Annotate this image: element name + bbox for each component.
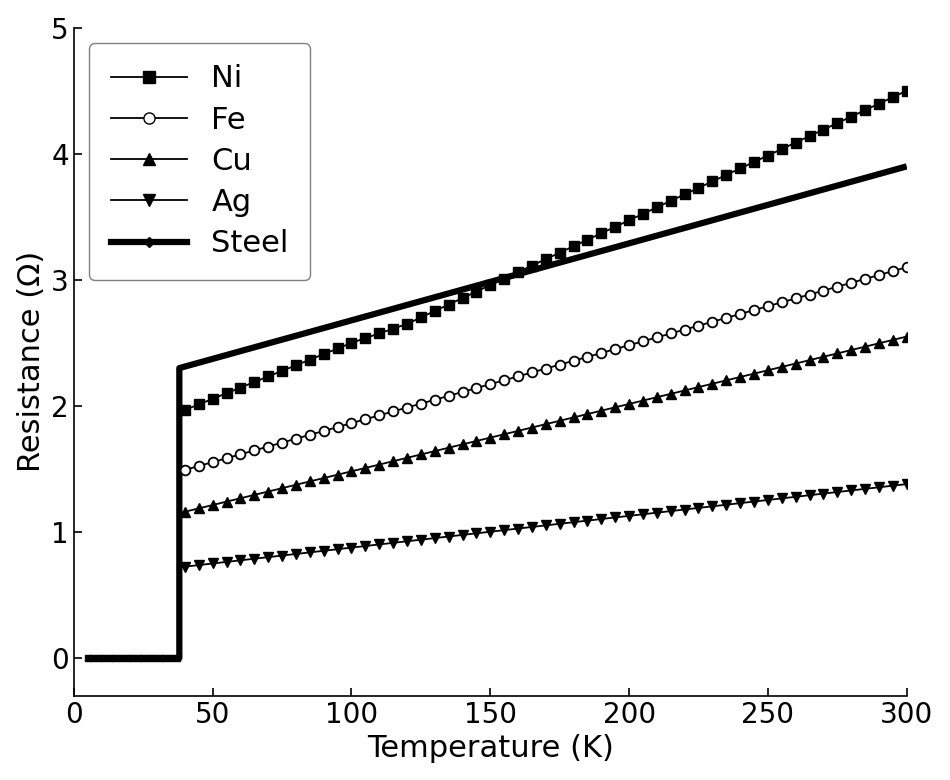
Ag (373, 540, 385, 549)
Ag (734, 498, 746, 508)
Fe (734, 310, 746, 319)
Steel (173, 654, 184, 663)
Steel (82, 654, 93, 663)
Ni (596, 229, 607, 238)
Cu (637, 396, 649, 406)
Ni (818, 125, 829, 134)
Cu (180, 507, 191, 516)
Ag (180, 562, 191, 572)
Steel (204, 355, 216, 364)
Fe (637, 337, 649, 346)
Cu (596, 406, 607, 416)
Ag (901, 480, 912, 489)
Ag (637, 509, 649, 519)
Ni (637, 209, 649, 218)
Y-axis label: Resistance (Ω): Resistance (Ω) (17, 251, 46, 473)
Fe (901, 263, 912, 272)
Steel (901, 161, 912, 171)
Ag (596, 514, 607, 523)
Ni (373, 328, 385, 338)
Cu (818, 352, 829, 361)
Ni (180, 406, 191, 415)
Ni (734, 164, 746, 173)
Line: Steel: Steel (87, 166, 906, 658)
Fe (610, 345, 621, 354)
Ag (818, 489, 829, 498)
Cu (373, 460, 385, 470)
Fe (596, 349, 607, 358)
Line: Ag: Ag (180, 479, 912, 572)
Line: Fe: Fe (180, 262, 912, 475)
Fe (818, 286, 829, 296)
Cu (901, 332, 912, 342)
Ni (610, 222, 621, 232)
Fe (180, 465, 191, 474)
Cu (734, 372, 746, 381)
X-axis label: Temperature (K): Temperature (K) (367, 734, 614, 764)
Ag (610, 512, 621, 522)
Legend: Ni, Fe, Cu, Ag, Steel: Ni, Fe, Cu, Ag, Steel (89, 43, 310, 279)
Steel (161, 654, 172, 663)
Ni (901, 86, 912, 95)
Line: Ni: Ni (180, 86, 912, 415)
Steel (801, 190, 812, 199)
Cu (610, 402, 621, 412)
Fe (373, 411, 385, 420)
Steel (551, 259, 562, 268)
Steel (675, 225, 687, 234)
Line: Cu: Cu (180, 332, 912, 516)
